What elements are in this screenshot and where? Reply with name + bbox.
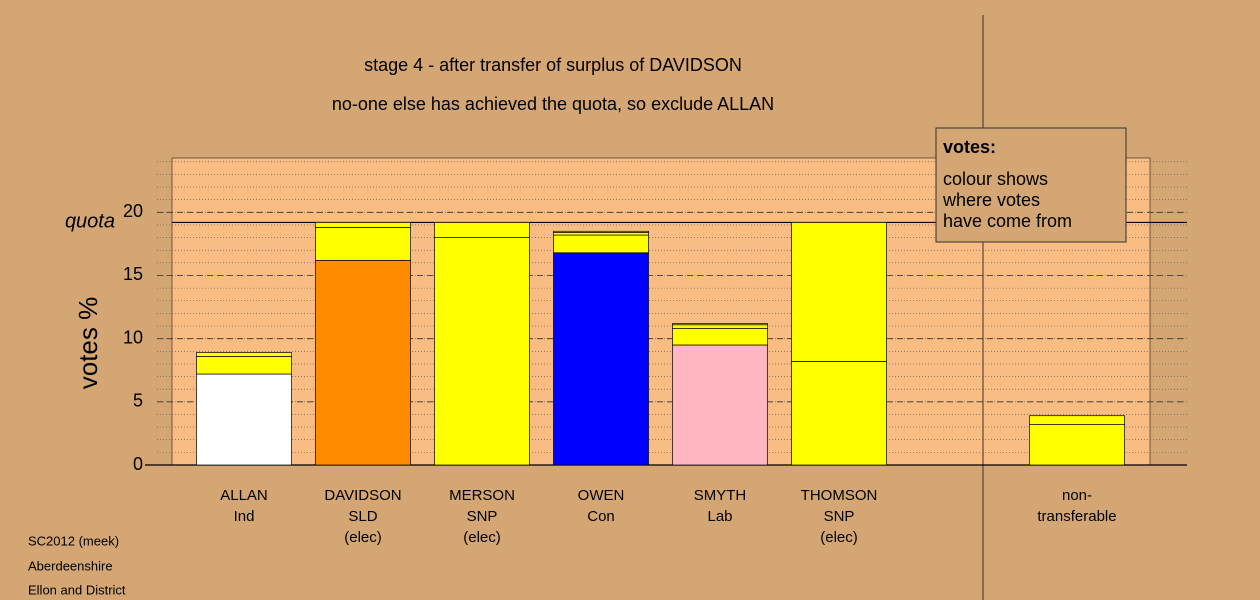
legend-box bbox=[935, 127, 1127, 243]
y-tick-label: 5 bbox=[133, 391, 143, 411]
x-tick-label: MERSON bbox=[449, 487, 515, 504]
chart-subtitle: no-one else has achieved the quota, so e… bbox=[332, 94, 774, 114]
x-tick-label: (elec) bbox=[820, 529, 858, 546]
x-tick-label: non- bbox=[1062, 487, 1092, 504]
x-tick-label: THOMSON bbox=[801, 487, 878, 504]
legend-line: where votes bbox=[942, 190, 1040, 210]
legend-title: votes: bbox=[943, 137, 996, 157]
chart-title: stage 4 - after transfer of surplus of D… bbox=[364, 55, 742, 75]
bar-segment bbox=[672, 344, 768, 466]
x-tick-label: SMYTH bbox=[694, 487, 747, 504]
x-tick-label: DAVIDSON bbox=[324, 487, 401, 504]
bar-segment bbox=[553, 230, 649, 233]
legend-line: colour shows bbox=[943, 169, 1048, 189]
x-tick-label: transferable bbox=[1037, 508, 1116, 525]
bar-segment bbox=[672, 323, 768, 326]
footer-note: SC2012 (meek) bbox=[28, 533, 119, 548]
bar-segment bbox=[315, 227, 411, 261]
x-tick-label: Lab bbox=[707, 508, 732, 525]
x-tick-label: Ind bbox=[234, 508, 255, 525]
bar-segment bbox=[672, 328, 768, 346]
x-tick-label: SNP bbox=[824, 508, 855, 525]
quota-label: quota bbox=[65, 211, 115, 233]
bar-segment bbox=[553, 252, 649, 466]
y-axis-label: votes % bbox=[73, 297, 103, 390]
footer-note: Ellon and District bbox=[28, 582, 126, 597]
x-tick-label: (elec) bbox=[344, 529, 382, 546]
x-tick-label: ALLAN bbox=[220, 487, 268, 504]
bar-segment bbox=[553, 232, 649, 236]
footer-note: Aberdeenshire bbox=[28, 558, 113, 573]
bar-segment bbox=[315, 222, 411, 228]
bar-segment bbox=[196, 355, 292, 375]
bar-segment bbox=[196, 352, 292, 357]
x-tick-label: (elec) bbox=[463, 529, 501, 546]
y-tick-label: 20 bbox=[123, 201, 143, 221]
legend-line: have come from bbox=[943, 211, 1072, 231]
bar-segment bbox=[315, 259, 411, 466]
bar-segment bbox=[1029, 415, 1125, 425]
bars bbox=[196, 222, 1125, 466]
y-tick-label: 10 bbox=[123, 327, 143, 347]
y-tick-label: 15 bbox=[123, 264, 143, 284]
labels: 0 5 10 15 20 quota ALLAN Ind DAVIDSON SLD (elec) ME… bbox=[65, 201, 1117, 546]
bar-segment bbox=[553, 234, 649, 254]
bar-segment bbox=[672, 324, 768, 329]
bar-segment bbox=[1029, 424, 1125, 466]
bar-segment bbox=[791, 222, 887, 362]
x-tick-label: OWEN bbox=[578, 487, 625, 504]
x-tick-label: SNP bbox=[467, 508, 498, 525]
bar-segment bbox=[196, 373, 292, 466]
bar-segment bbox=[434, 237, 530, 466]
x-tick-label: SLD bbox=[348, 508, 377, 525]
bar-segment bbox=[791, 361, 887, 466]
y-tick-label: 0 bbox=[133, 454, 143, 474]
x-tick-label: Con bbox=[587, 508, 615, 525]
bar-segment bbox=[434, 222, 530, 238]
